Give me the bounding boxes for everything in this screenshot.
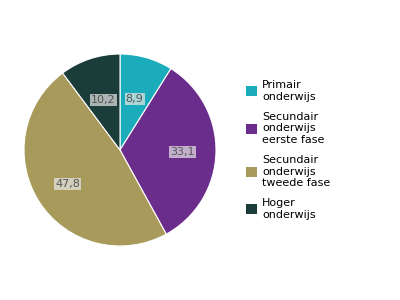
Text: 10,2: 10,2 — [91, 95, 116, 105]
Wedge shape — [120, 69, 216, 234]
Wedge shape — [24, 73, 166, 246]
Wedge shape — [120, 54, 171, 150]
Wedge shape — [63, 54, 120, 150]
Text: 8,9: 8,9 — [126, 94, 144, 104]
Text: 47,8: 47,8 — [55, 179, 80, 189]
Legend: Primair
onderwijs, Secundair
onderwijs
eerste fase, Secundair
onderwijs
tweede f: Primair onderwijs, Secundair onderwijs e… — [246, 80, 330, 220]
Text: 33,1: 33,1 — [170, 147, 195, 157]
